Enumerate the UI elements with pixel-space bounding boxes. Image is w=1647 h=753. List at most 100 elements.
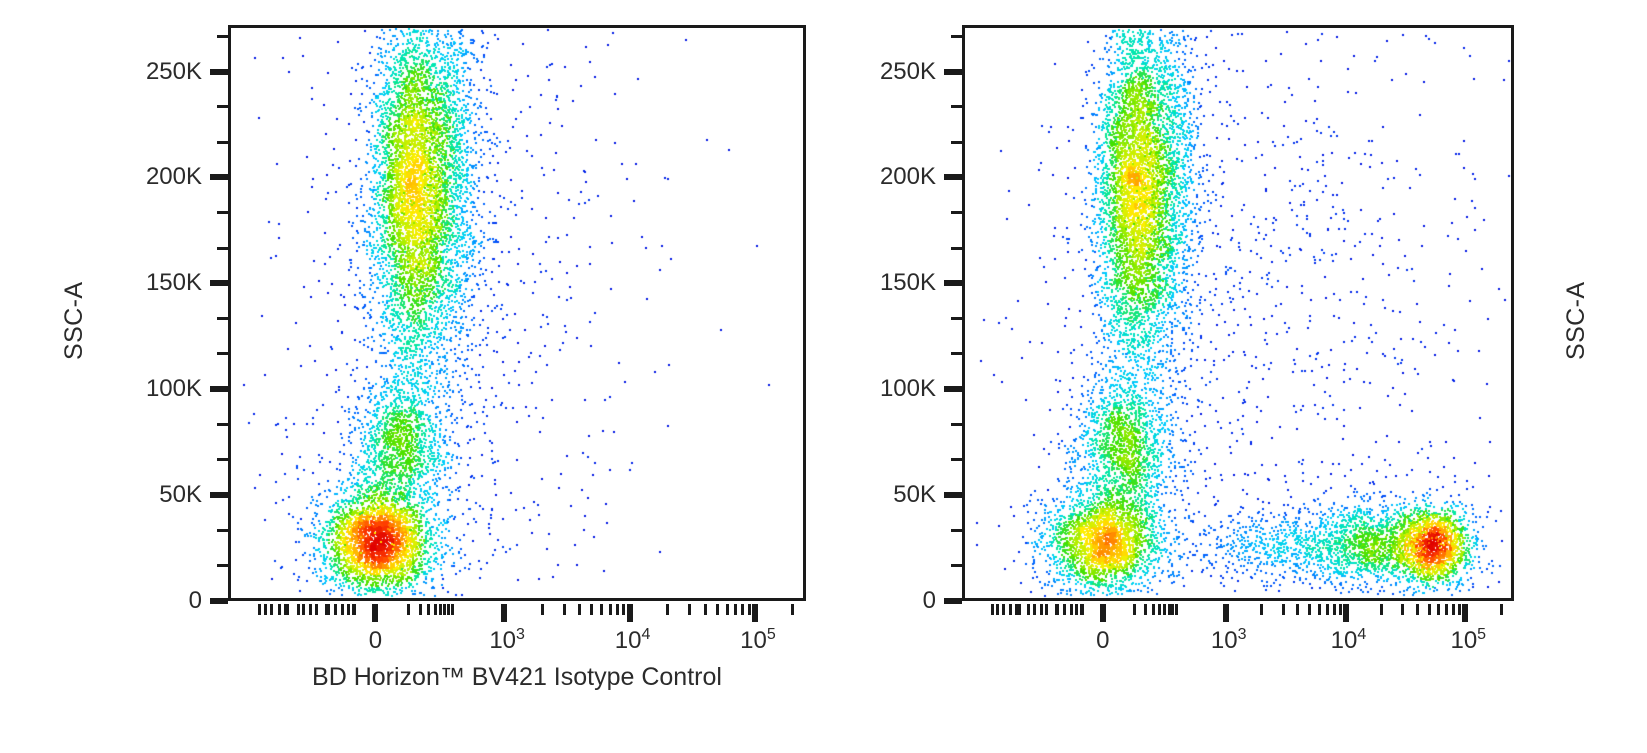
tick-mark bbox=[217, 458, 228, 462]
tick-mark bbox=[1132, 604, 1136, 615]
y-axis-title-right: SSC-A bbox=[1562, 281, 1590, 360]
tick-mark bbox=[1499, 604, 1503, 615]
tick-mark bbox=[210, 598, 228, 604]
tick-mark bbox=[951, 423, 962, 427]
x-axis-title-left: BD Horizon™ BV421 Isotype Control bbox=[312, 663, 722, 691]
x-tick-label: 104 bbox=[1330, 626, 1367, 655]
tick-mark bbox=[443, 604, 447, 615]
tick-mark bbox=[944, 386, 962, 393]
tick-mark bbox=[406, 604, 410, 615]
tick-mark bbox=[263, 604, 267, 615]
tick-mark bbox=[1427, 604, 1431, 615]
tick-mark bbox=[1445, 604, 1449, 615]
tick-mark bbox=[540, 604, 544, 615]
y-tick-label: 50K bbox=[893, 481, 936, 509]
tick-mark bbox=[346, 604, 350, 615]
tick-mark bbox=[217, 211, 228, 215]
tick-mark bbox=[1099, 604, 1106, 622]
plot-frame-right bbox=[962, 25, 1514, 601]
y-tick-label: 100K bbox=[145, 375, 202, 403]
tick-mark bbox=[1462, 604, 1469, 622]
x-tick-exponent: 3 bbox=[516, 626, 525, 643]
tick-mark bbox=[951, 105, 962, 109]
tick-mark bbox=[1342, 604, 1349, 622]
tick-mark bbox=[333, 604, 337, 615]
tick-mark bbox=[1296, 604, 1300, 615]
tick-mark bbox=[1027, 604, 1031, 615]
tick-mark bbox=[296, 604, 300, 615]
tick-mark bbox=[1308, 604, 1312, 615]
tick-mark bbox=[951, 140, 962, 144]
tick-mark bbox=[372, 604, 379, 622]
y-axis-title-left: SSC-A bbox=[60, 281, 88, 360]
tick-mark bbox=[951, 246, 962, 250]
x-tick-label: 0 bbox=[1096, 627, 1110, 654]
tick-mark bbox=[1015, 604, 1019, 615]
tick-mark bbox=[951, 564, 962, 568]
x-tick-exponent: 4 bbox=[641, 626, 651, 643]
tick-mark bbox=[1416, 604, 1420, 615]
tick-mark bbox=[626, 604, 633, 622]
tick-mark bbox=[951, 352, 962, 356]
plot-panel-left: 0 50K 100K 150K 200K 250K 0 103 104 105 SSC-A BD … bbox=[0, 0, 823, 753]
tick-mark bbox=[590, 604, 594, 615]
tick-mark bbox=[450, 604, 454, 615]
tick-mark bbox=[1437, 604, 1441, 615]
y-tick-label: 200K bbox=[879, 163, 936, 191]
tick-mark bbox=[1069, 604, 1073, 615]
y-tick-label: 250K bbox=[879, 57, 936, 85]
tick-mark bbox=[944, 280, 962, 287]
tick-mark bbox=[1380, 604, 1384, 615]
tick-mark bbox=[951, 317, 962, 321]
x-tick-label: 0 bbox=[368, 627, 383, 654]
tick-mark bbox=[1039, 604, 1043, 615]
tick-mark bbox=[427, 604, 431, 615]
tick-mark bbox=[1167, 604, 1171, 615]
x-tick-exponent: 3 bbox=[1237, 626, 1247, 643]
tick-mark bbox=[1152, 604, 1156, 615]
tick-mark bbox=[600, 604, 604, 615]
tick-mark bbox=[1338, 604, 1342, 615]
tick-mark bbox=[1458, 604, 1462, 615]
tick-mark bbox=[1260, 604, 1264, 615]
x-tick-exponent: 4 bbox=[1357, 626, 1367, 643]
tick-mark bbox=[703, 604, 707, 615]
tick-mark bbox=[1174, 604, 1178, 615]
tick-mark bbox=[433, 604, 437, 615]
tick-mark bbox=[210, 386, 228, 393]
y-tick-label: 200K bbox=[145, 163, 202, 191]
tick-mark bbox=[217, 317, 228, 321]
tick-mark bbox=[951, 211, 962, 215]
tick-mark bbox=[1002, 604, 1006, 615]
tick-mark bbox=[217, 423, 228, 427]
tick-mark bbox=[622, 604, 626, 615]
tick-mark bbox=[217, 564, 228, 568]
tick-mark bbox=[715, 604, 719, 615]
tick-mark bbox=[1075, 604, 1079, 615]
tick-mark bbox=[1045, 604, 1049, 615]
tick-mark bbox=[1158, 604, 1162, 615]
tick-mark bbox=[217, 140, 228, 144]
tick-mark bbox=[501, 604, 508, 622]
tick-mark bbox=[1222, 604, 1229, 622]
x-tick-label: 104 bbox=[614, 626, 651, 655]
y-tick-label: 150K bbox=[145, 269, 202, 297]
tick-mark bbox=[1317, 604, 1321, 615]
scatter-canvas-left bbox=[231, 28, 803, 598]
tick-mark bbox=[1452, 604, 1456, 615]
tick-mark bbox=[688, 604, 692, 615]
tick-mark bbox=[340, 604, 344, 615]
y-tick-label: 100K bbox=[879, 375, 936, 403]
tick-mark bbox=[1081, 604, 1085, 615]
y-tick-label: 150K bbox=[879, 269, 936, 297]
tick-mark bbox=[951, 528, 962, 532]
tick-mark bbox=[217, 105, 228, 109]
tick-mark bbox=[1017, 604, 1021, 615]
x-tick-label: 103 bbox=[1210, 626, 1247, 655]
plot-frame-left bbox=[228, 25, 806, 601]
tick-mark bbox=[608, 604, 612, 615]
tick-mark bbox=[951, 34, 962, 38]
tick-mark bbox=[217, 34, 228, 38]
